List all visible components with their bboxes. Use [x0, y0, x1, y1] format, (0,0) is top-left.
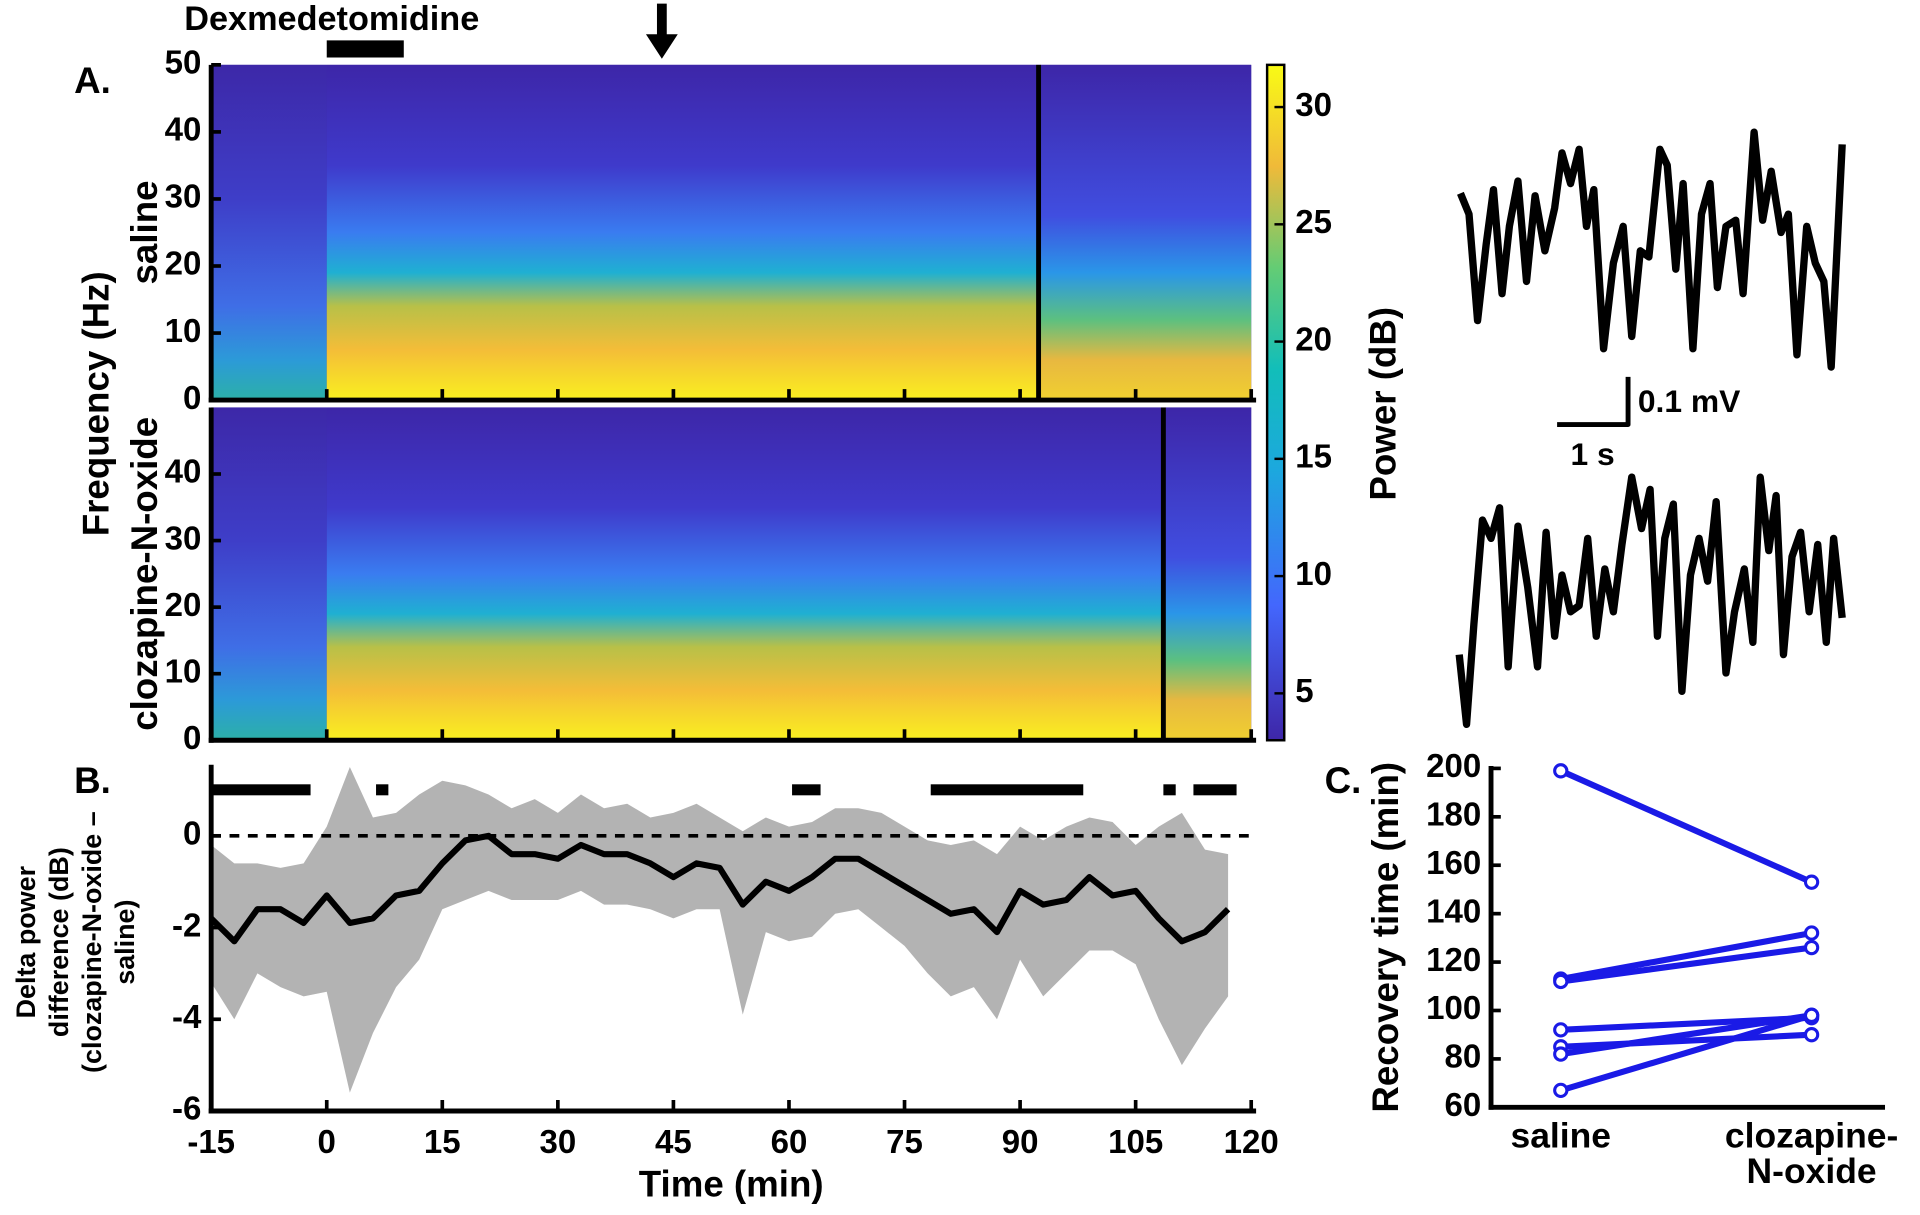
scale-y-label: 0.1 mV: [1638, 383, 1741, 419]
y-tick-label: 0: [183, 379, 201, 416]
colorbar-tick-label: 5: [1295, 672, 1313, 709]
y-tick-label: 10: [165, 312, 202, 349]
subject-point: [1803, 874, 1820, 890]
x-tick-label: clozapine-: [1725, 1115, 1898, 1155]
x-tick-label: -15: [187, 1123, 235, 1160]
x-tick-label: 120: [1224, 1123, 1279, 1160]
subject-point: [1553, 1046, 1569, 1062]
subject-point: [1553, 1082, 1569, 1099]
colorbar-tick-label: 20: [1295, 320, 1332, 357]
significance-bar: [1193, 784, 1237, 796]
spectrogram-anesthesia: [326, 407, 1164, 741]
y-tick-label: 0: [183, 719, 201, 756]
colorbar-tick-label: 25: [1295, 203, 1332, 240]
row-label: saline: [124, 180, 165, 284]
spectrogram-recovery: [1163, 407, 1252, 741]
x-tick-label: 30: [539, 1123, 576, 1160]
subject-line: [1559, 768, 1813, 885]
y-tick-label: 80: [1445, 1038, 1482, 1075]
subject-point: [1803, 925, 1820, 941]
x-tick-label: 15: [424, 1123, 461, 1160]
y-tick-label: 120: [1426, 941, 1481, 978]
y-tick-label: 10: [165, 652, 202, 689]
annotation-label: Dexmedetomidine: [184, 0, 479, 38]
spectrogram-baseline: [211, 407, 327, 741]
x-tick-label: saline: [1510, 1115, 1611, 1155]
arrow: [645, 3, 678, 59]
panel-label: B.: [74, 760, 111, 801]
panel-label: A.: [74, 60, 111, 101]
significance-bar: [1163, 784, 1176, 796]
y-tick-label: 0: [183, 815, 201, 852]
y-tick-label: 160: [1426, 844, 1481, 881]
scale-bar: [1557, 376, 1631, 428]
y-tick-label: 20: [165, 245, 202, 282]
x-tick-label: 45: [655, 1123, 692, 1160]
x-tick-label: 0: [318, 1123, 336, 1160]
y-axis-label: difference (dB): [44, 847, 74, 1037]
spectrogram-anesthesia: [326, 64, 1039, 401]
colorbar-tick-label: 10: [1295, 555, 1332, 592]
colorbar-label: Power (dB): [1362, 307, 1403, 501]
y-axis-label: (clozapine-N-oxide –: [77, 811, 107, 1073]
subject-line: [1560, 1012, 1813, 1058]
eeg-trace-cno: [1455, 473, 1846, 729]
eeg-trace-saline: [1457, 128, 1846, 371]
y-tick-label: 40: [165, 453, 202, 490]
y-axis-label: Recovery time (min): [1365, 762, 1406, 1113]
y-tick-label: 30: [165, 519, 202, 556]
x-tick-label: 105: [1108, 1123, 1163, 1160]
y-tick-label: -6: [172, 1090, 201, 1127]
row-label: clozapine-N-oxide: [124, 417, 165, 731]
error-band: [211, 767, 1229, 1093]
colorbar-tick-label: 30: [1295, 86, 1332, 123]
spectrogram-baseline: [211, 64, 327, 401]
significance-bar: [930, 784, 1084, 796]
y-tick-label: 50: [165, 44, 202, 81]
subject-point: [1553, 763, 1569, 779]
y-tick-label: 20: [165, 586, 202, 623]
annotation-span: [326, 40, 404, 58]
y-tick-label: -4: [172, 998, 202, 1035]
colorbar-tick-label: 15: [1295, 438, 1332, 475]
subject-point: [1553, 1022, 1569, 1038]
significance-bar: [211, 784, 311, 796]
x-tick-label: 90: [1002, 1123, 1039, 1160]
y-axis-label: Frequency (Hz): [75, 271, 116, 536]
subject-point: [1803, 1027, 1820, 1043]
subject-line: [1559, 1012, 1813, 1094]
y-axis-label: Delta power: [11, 865, 41, 1018]
x-tick-label: 60: [771, 1123, 808, 1160]
subject-line: [1560, 944, 1813, 985]
x-axis-label: Time (min): [639, 1164, 824, 1205]
y-tick-label: -2: [172, 906, 201, 943]
scale-x-label: 1 s: [1570, 436, 1614, 472]
x-tick-label: 75: [886, 1123, 923, 1160]
panel-label: C.: [1325, 760, 1362, 801]
y-tick-label: 30: [165, 178, 202, 215]
subject-line: [1560, 930, 1813, 983]
eeg-traces: [1455, 128, 1846, 729]
y-tick-label: 200: [1426, 747, 1481, 784]
subject-point: [1803, 1007, 1820, 1023]
mean-line: [209, 832, 1231, 945]
y-tick-label: 180: [1426, 796, 1481, 833]
subject-point: [1553, 973, 1569, 990]
y-tick-label: 40: [165, 111, 202, 148]
y-axis-label: saline): [110, 900, 140, 985]
x-tick-label: N-oxide: [1747, 1151, 1877, 1191]
colorbar: [1265, 63, 1286, 742]
y-tick-label: 60: [1445, 1086, 1482, 1123]
subject-point: [1803, 939, 1820, 956]
y-tick-label: 140: [1426, 892, 1481, 929]
y-tick-label: 100: [1426, 989, 1481, 1026]
spectrogram-recovery: [1038, 64, 1252, 401]
significance-bar: [792, 784, 821, 796]
significance-bar: [376, 784, 389, 796]
